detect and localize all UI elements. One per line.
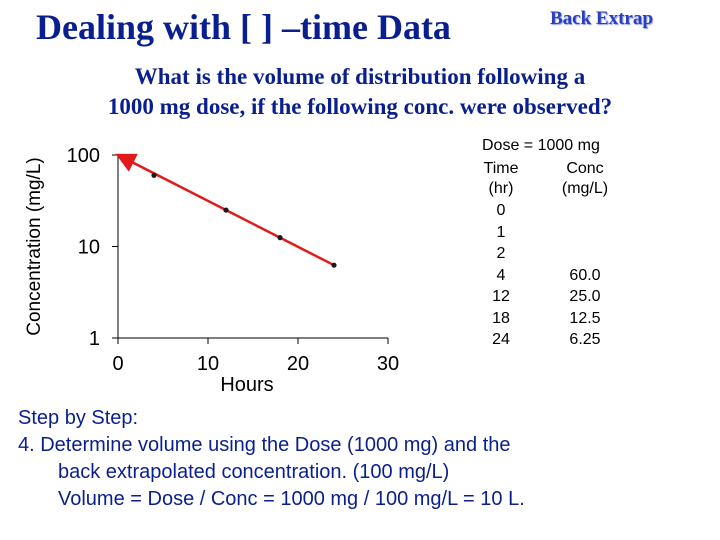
table-row: 4 60.0 <box>470 267 640 288</box>
chart-ticks: 1 10 100 0 10 20 30 <box>67 145 400 375</box>
data-point <box>151 172 157 178</box>
time-header: Time <box>483 160 519 177</box>
dose-label: Dose = 1000 mg <box>482 137 600 154</box>
table-row: 2 <box>470 245 640 266</box>
data-point <box>223 207 229 213</box>
time-cell: 24 <box>492 331 510 348</box>
step-4-line-1: 4. Determine volume using the Dose (1000… <box>18 434 511 456</box>
x-tick-label: 10 <box>197 353 219 375</box>
time-cell: 0 <box>496 202 506 219</box>
time-cell: 2 <box>496 245 506 262</box>
conc-cell: 60.0 <box>569 266 601 284</box>
conc-cell: 6.25 <box>569 331 601 348</box>
question-line-1: What is the volume of distribution follo… <box>134 64 586 89</box>
y-tick-label: 100 <box>67 145 100 167</box>
question: What is the volume of distribution follo… <box>20 62 700 122</box>
chart-axes <box>117 155 388 339</box>
x-tick-label: 0 <box>112 353 123 375</box>
time-cell: 4 <box>496 266 506 284</box>
table-row: 24 6.25 <box>470 331 640 352</box>
table-row: 1 <box>470 224 640 245</box>
time-cell: 1 <box>496 223 506 241</box>
x-tick-label: 20 <box>287 353 309 375</box>
concentration-chart: 1 10 100 0 10 20 30 Hours Concentration (mg/L) <box>24 145 400 396</box>
steps-heading: Step by Step: <box>18 407 139 429</box>
table-row: 0 <box>470 202 640 223</box>
x-axis-label: Hours <box>220 374 273 396</box>
time-unit: (hr) <box>488 180 514 197</box>
data-points <box>151 172 337 268</box>
time-cell: 18 <box>492 309 510 327</box>
conc-header: Conc <box>566 160 604 177</box>
question-line-2: 1000 mg dose, if the following conc. wer… <box>107 94 613 119</box>
x-tick-label: 30 <box>377 353 399 375</box>
time-cell: 12 <box>492 288 510 305</box>
table-header-row-2: (hr) (mg/L) <box>470 180 640 201</box>
y-axis-label: Concentration (mg/L) <box>24 157 45 335</box>
y-tick-label: 1 <box>89 328 100 350</box>
back-extrap-badge: Back Extrap <box>550 8 653 29</box>
data-point <box>277 235 283 241</box>
conc-cell: 25.0 <box>569 288 601 305</box>
steps: Step by Step: 4. Determine volume using … <box>18 405 525 513</box>
table-header-row-1: Time Conc <box>470 160 640 181</box>
y-tick-label: 10 <box>78 237 100 259</box>
conc-cell: 12.5 <box>569 309 601 327</box>
table-row: 18 12.5 <box>470 310 640 331</box>
conc-unit: (mg/L) <box>561 180 609 197</box>
data-point <box>331 262 337 268</box>
table-row: 12 25.0 <box>470 288 640 309</box>
page-title: Dealing with [ ] –time Data <box>36 7 451 47</box>
step-4-line-2: back extrapolated concentration. (100 mg… <box>58 461 450 483</box>
step-4-line-3: Volume = Dose / Conc = 1000 mg / 100 mg/… <box>58 488 525 510</box>
